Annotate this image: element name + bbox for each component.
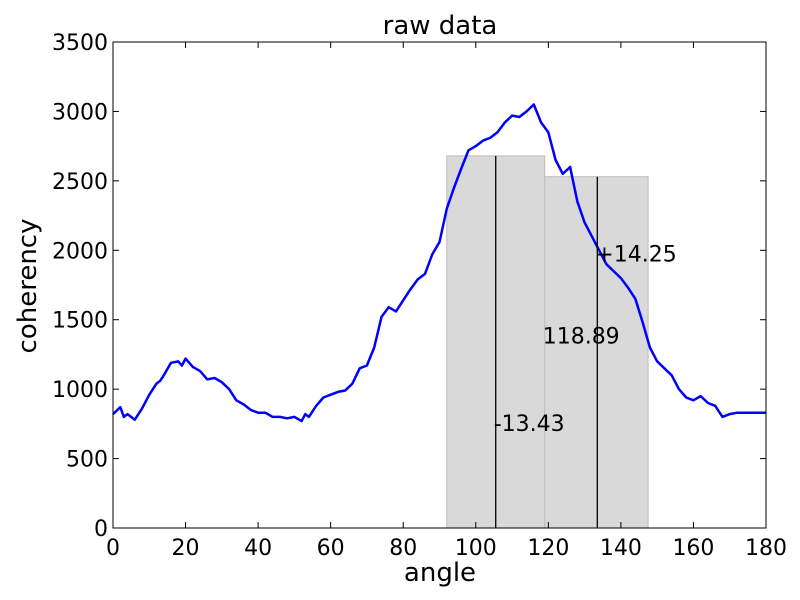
x-tick-label: 60 bbox=[317, 536, 345, 561]
x-tick-label: 100 bbox=[455, 536, 497, 561]
chart-title: raw data bbox=[383, 11, 498, 41]
band-label-1: -13.43 bbox=[494, 412, 565, 437]
y-tick-label: 0 bbox=[94, 517, 108, 542]
y-tick-label: 3500 bbox=[52, 31, 108, 56]
annotations-layer: -13.43 +14.25 118.89 bbox=[494, 242, 677, 436]
x-tick-label: 180 bbox=[745, 536, 787, 561]
ticks-layer: 0 20 40 60 80 100 120 140 160 180 0 500 1000 1500 2000… bbox=[52, 31, 787, 561]
band-label-2: +14.25 bbox=[595, 242, 676, 267]
markers-layer bbox=[495, 155, 598, 528]
band-2 bbox=[544, 176, 649, 529]
y-tick-label: 2500 bbox=[52, 170, 108, 195]
plot-frame bbox=[112, 41, 767, 529]
y-tick-label: 500 bbox=[66, 448, 108, 473]
x-tick-label: 20 bbox=[172, 536, 200, 561]
y-tick-label: 2000 bbox=[52, 239, 108, 264]
y-tick-label: 1000 bbox=[52, 378, 108, 403]
x-tick-label: 0 bbox=[106, 536, 120, 561]
x-tick-label: 120 bbox=[527, 536, 569, 561]
x-tick-label: 160 bbox=[672, 536, 714, 561]
series-layer bbox=[112, 103, 766, 423]
x-tick-label: 140 bbox=[600, 536, 642, 561]
x-tick-label: 40 bbox=[244, 536, 272, 561]
y-tick-label: 3000 bbox=[52, 100, 108, 125]
x-tick-label: 80 bbox=[389, 536, 417, 561]
series-line-1 bbox=[112, 103, 766, 423]
y-axis-label: coherency bbox=[13, 219, 43, 354]
x-axis-label: angle bbox=[404, 558, 476, 588]
y-tick-label: 1500 bbox=[52, 309, 108, 334]
center-angle-label: 118.89 bbox=[543, 324, 620, 349]
